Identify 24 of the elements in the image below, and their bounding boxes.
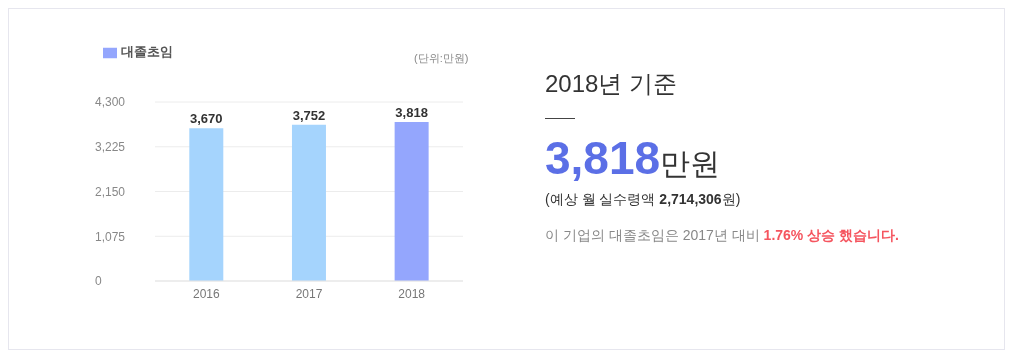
- x-tick-label: 2018: [398, 286, 426, 301]
- text: 원): [721, 191, 741, 207]
- data-label: 3,818: [395, 105, 428, 121]
- text: 이 기업의 대졸초임은 2017년 대비: [545, 227, 760, 243]
- data-label: 3,670: [190, 111, 223, 127]
- text: 2018년 기준: [545, 69, 679, 99]
- y-tick-label: 4,300: [95, 95, 126, 110]
- y-tick-label: 1,075: [95, 229, 126, 244]
- data-label: 3,752: [292, 107, 326, 123]
- y-tick-label: 2,150: [95, 184, 126, 199]
- legend-label: 대졸초임: [121, 44, 173, 59]
- text: (예상 월 실수령액: [545, 191, 656, 207]
- text: 3,818: [545, 131, 661, 185]
- x-tick-label: 2017: [295, 286, 323, 301]
- text: (단위:만원): [414, 51, 469, 66]
- text: 만원: [660, 146, 721, 182]
- x-tick-label: 2016: [192, 286, 220, 301]
- y-tick-label: 3,225: [95, 140, 126, 155]
- y-tick-label: 0: [95, 274, 102, 289]
- bar: [189, 128, 224, 281]
- text: 1.76% 상승 했습니다.: [763, 227, 899, 243]
- bar: [394, 122, 429, 281]
- text: 2,714,306: [659, 191, 722, 207]
- bar: [291, 124, 326, 281]
